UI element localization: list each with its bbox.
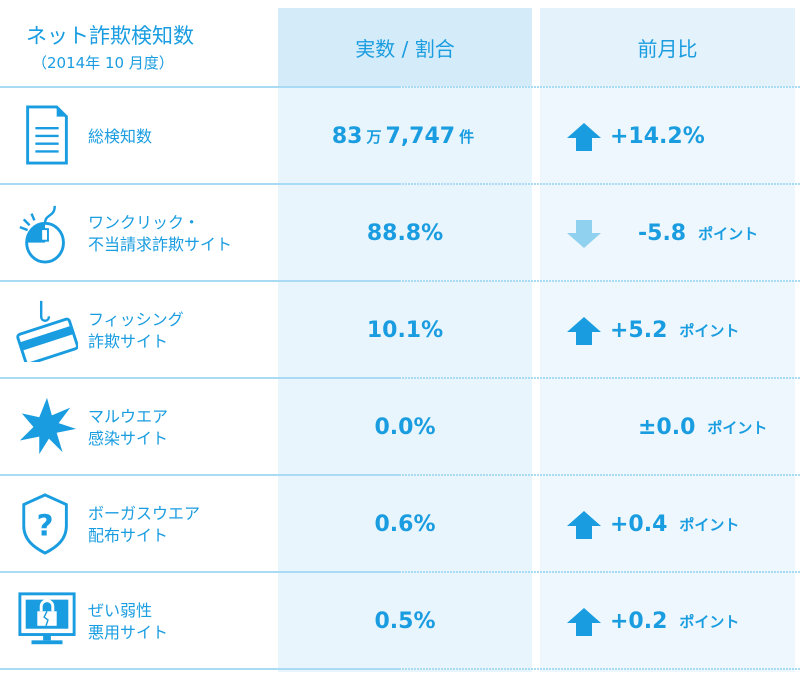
- value-number: 83: [331, 124, 363, 149]
- row-change: -5.8 ポイント: [540, 185, 795, 282]
- table-row: マルウエア 感染サイト 0.0% ±0.0 ポイント: [0, 379, 800, 476]
- row-value: 0.0%: [278, 379, 532, 476]
- row-divider: [0, 474, 800, 476]
- label-line1: 総検知数: [88, 126, 153, 146]
- row-change: +5.2 ポイント: [540, 282, 795, 379]
- row-change: ±0.0 ポイント: [540, 379, 795, 476]
- label-line1: ぜい弱性: [88, 600, 153, 620]
- value-column-bg: [278, 8, 532, 672]
- row-value: 0.5%: [278, 573, 532, 670]
- row-label: ボーガスウエア 配布サイト: [88, 476, 200, 573]
- change-value: ±0.0: [638, 415, 696, 440]
- svg-text:?: ?: [37, 509, 54, 543]
- arrow-up-icon: [567, 607, 601, 636]
- label-line1: フィッシング: [88, 309, 184, 329]
- shield-question-icon: ?: [22, 493, 68, 555]
- value-percent: 0.0%: [374, 415, 436, 440]
- row-label: ワンクリック・ 不当請求詐欺サイト: [88, 185, 232, 282]
- row-label: ぜい弱性 悪用サイト: [88, 573, 168, 670]
- subtitle: （2014年 10 月度）: [32, 54, 174, 72]
- label-line2: 不当請求詐欺サイト: [88, 234, 233, 254]
- label-line2: 悪用サイト: [88, 622, 169, 642]
- table-row: ? ボーガスウエア 配布サイト 0.6% +0.4 ポイント: [0, 476, 800, 573]
- mouse-icon: [19, 205, 65, 264]
- row-divider: [0, 571, 800, 573]
- value-number2: 7,747: [385, 124, 456, 149]
- table-row: ワンクリック・ 不当請求詐欺サイト 88.8% -5.8 ポイント: [0, 185, 800, 282]
- value-percent: 0.6%: [374, 512, 436, 537]
- header-value: 実数 / 割合: [278, 8, 532, 86]
- row-value: 10.1%: [278, 282, 532, 379]
- label-line2: 配布サイト: [88, 525, 169, 545]
- label-line2: 感染サイト: [88, 428, 169, 448]
- table-row: 総検知数 83 万 7,747 件 +14.2%: [0, 88, 800, 185]
- value-percent: 10.1%: [366, 318, 444, 343]
- hooked-card-icon: [16, 300, 78, 362]
- table-title: ネット詐欺検知数 （2014年 10 月度）: [0, 20, 278, 73]
- change-value: +14.2%: [610, 124, 705, 149]
- value-percent: 0.5%: [374, 609, 436, 634]
- table-row: ぜい弱性 悪用サイト 0.5% +0.2 ポイント: [0, 573, 800, 670]
- row-change: +0.2 ポイント: [540, 573, 795, 670]
- change-unit: ポイント: [679, 322, 740, 340]
- label-line1: ワンクリック・: [88, 212, 200, 232]
- change-value: +0.2: [610, 609, 668, 634]
- burst-icon: [19, 397, 77, 455]
- arrow-down-icon: [567, 219, 601, 248]
- change-unit: ポイント: [698, 225, 759, 243]
- arrow-up-icon: [567, 122, 601, 151]
- row-divider: [0, 668, 800, 670]
- no-arrow-spacer: [566, 413, 602, 443]
- change-unit: ポイント: [679, 613, 740, 631]
- row-label: マルウエア 感染サイト: [88, 379, 168, 476]
- row-change: +14.2%: [540, 88, 795, 185]
- row-divider: [0, 377, 800, 379]
- monitor-broken-lock-icon: [18, 592, 76, 645]
- value-unit2: 件: [459, 128, 475, 146]
- title: ネット詐欺検知数: [26, 24, 194, 48]
- document-icon: [26, 105, 68, 165]
- change-value: +0.4: [610, 512, 668, 537]
- row-label: フィッシング 詐欺サイト: [88, 282, 184, 379]
- change-value: +5.2: [610, 318, 668, 343]
- change-value: -5.8: [638, 221, 687, 246]
- change-unit: ポイント: [707, 419, 768, 437]
- row-value: 88.8%: [278, 185, 532, 282]
- value-unit: 万: [366, 128, 382, 146]
- row-change: +0.4 ポイント: [540, 476, 795, 573]
- row-divider: [0, 183, 800, 185]
- arrow-up-icon: [567, 316, 601, 345]
- table-row: フィッシング 詐欺サイト 10.1% +5.2 ポイント: [0, 282, 800, 379]
- row-value: 0.6%: [278, 476, 532, 573]
- label-line1: ボーガスウエア: [88, 503, 201, 523]
- row-label: 総検知数: [88, 88, 152, 185]
- value-percent: 88.8%: [366, 221, 444, 246]
- row-value: 83 万 7,747 件: [278, 88, 532, 185]
- row-divider: [0, 86, 800, 88]
- arrow-up-icon: [567, 510, 601, 539]
- label-line2: 詐欺サイト: [88, 331, 169, 351]
- label-line1: マルウエア: [88, 406, 169, 426]
- change-unit: ポイント: [679, 516, 740, 534]
- header-change: 前月比: [540, 8, 795, 86]
- row-divider: [0, 280, 800, 282]
